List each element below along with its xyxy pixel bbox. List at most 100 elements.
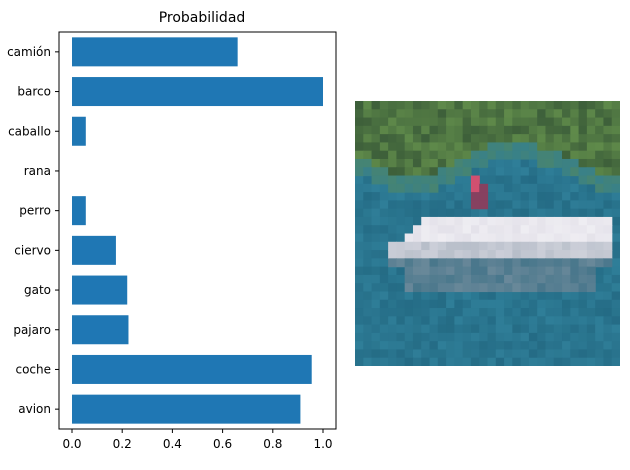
water-pixel [437, 316, 447, 326]
hull-pixel [454, 266, 464, 276]
water-pixel [520, 299, 530, 309]
shore-pixel [363, 109, 373, 119]
shore-pixel [454, 134, 464, 144]
shore-pixel [355, 142, 364, 152]
hull-pixel [479, 258, 489, 268]
shore-pixel [421, 134, 431, 144]
water-pixel [429, 299, 439, 309]
water-pixel [462, 208, 472, 218]
hull-pixel [570, 241, 580, 251]
shore-pixel [388, 101, 398, 110]
water-pixel [553, 192, 563, 201]
water-pixel [429, 192, 439, 201]
shore-pixel [553, 158, 563, 168]
hull-pixel [504, 241, 513, 251]
water-pixel [388, 274, 398, 284]
shore-pixel [437, 101, 447, 110]
water-pixel [595, 192, 605, 201]
hull-pixel [528, 250, 538, 259]
hull-pixel [562, 233, 571, 243]
water-pixel [553, 291, 563, 301]
shore-pixel [553, 109, 563, 119]
y-tick-label: coche [15, 362, 51, 376]
shore-pixel [595, 183, 605, 193]
shore-pixel [553, 134, 563, 144]
water-pixel [355, 332, 364, 342]
water-pixel [545, 341, 555, 351]
hull-pixel [504, 283, 513, 293]
water-pixel [396, 233, 406, 243]
shore-pixel [363, 158, 373, 168]
hull-pixel [553, 241, 563, 251]
water-pixel [371, 283, 381, 293]
water-pixel [437, 291, 447, 301]
bar-8 [72, 77, 323, 107]
water-pixel [371, 299, 381, 309]
bar-1 [72, 354, 312, 384]
shore-pixel [553, 150, 563, 160]
hull-pixel [553, 266, 563, 276]
water-pixel [470, 208, 480, 218]
water-pixel [545, 308, 555, 317]
water-pixel [379, 241, 389, 251]
shore-pixel [379, 117, 389, 127]
shore-pixel [611, 167, 620, 177]
shore-pixel [355, 134, 364, 144]
hull-pixel [429, 250, 439, 259]
water-pixel [454, 183, 464, 193]
hull-pixel [545, 258, 555, 268]
water-pixel [396, 225, 406, 235]
hull-pixel [504, 258, 513, 268]
hull-pixel [470, 225, 480, 235]
hull-pixel [578, 233, 588, 243]
water-pixel [388, 225, 398, 235]
water-pixel [578, 357, 588, 366]
hull-pixel [421, 250, 431, 259]
y-tick-label: perro [19, 204, 51, 218]
shore-pixel [520, 142, 530, 152]
water-pixel [404, 316, 414, 326]
shore-pixel [545, 101, 555, 110]
hull-pixel [545, 216, 555, 226]
water-pixel [487, 208, 497, 218]
shore-pixel [586, 125, 596, 135]
water-pixel [487, 332, 497, 342]
hull-pixel [412, 258, 422, 268]
water-pixel [537, 341, 547, 351]
figure-pixel [470, 192, 480, 201]
water-pixel [363, 332, 373, 342]
x-tick-label: 1.0 [313, 437, 332, 451]
water-pixel [586, 341, 596, 351]
water-pixel [520, 316, 530, 326]
hull-pixel [479, 283, 489, 293]
shore-pixel [611, 101, 620, 110]
figure-pixel [479, 192, 489, 201]
water-pixel [446, 192, 455, 201]
shore-pixel [553, 125, 563, 135]
hull-pixel [528, 233, 538, 243]
water-pixel [446, 316, 455, 326]
water-pixel [504, 341, 513, 351]
water-pixel [487, 308, 497, 317]
water-pixel [404, 216, 414, 226]
hull-pixel [578, 241, 588, 251]
shore-pixel [520, 150, 530, 160]
shore-pixel [487, 125, 497, 135]
water-pixel [537, 349, 547, 359]
shore-pixel [396, 101, 406, 110]
hull-pixel [512, 274, 522, 284]
hull-pixel [537, 250, 547, 259]
water-pixel [404, 200, 414, 210]
water-pixel [454, 357, 464, 366]
y-tick-label: rana [24, 164, 51, 178]
shore-pixel [578, 175, 588, 185]
water-pixel [454, 175, 464, 185]
water-pixel [446, 324, 455, 334]
water-pixel [570, 332, 580, 342]
shore-pixel [487, 134, 497, 144]
water-pixel [611, 250, 620, 259]
water-pixel [388, 308, 398, 317]
shore-pixel [454, 150, 464, 160]
shore-pixel [446, 101, 455, 110]
shore-pixel [429, 109, 439, 119]
